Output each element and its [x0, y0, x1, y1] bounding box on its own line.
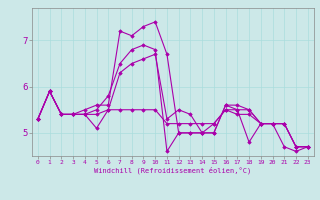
- X-axis label: Windchill (Refroidissement éolien,°C): Windchill (Refroidissement éolien,°C): [94, 167, 252, 174]
